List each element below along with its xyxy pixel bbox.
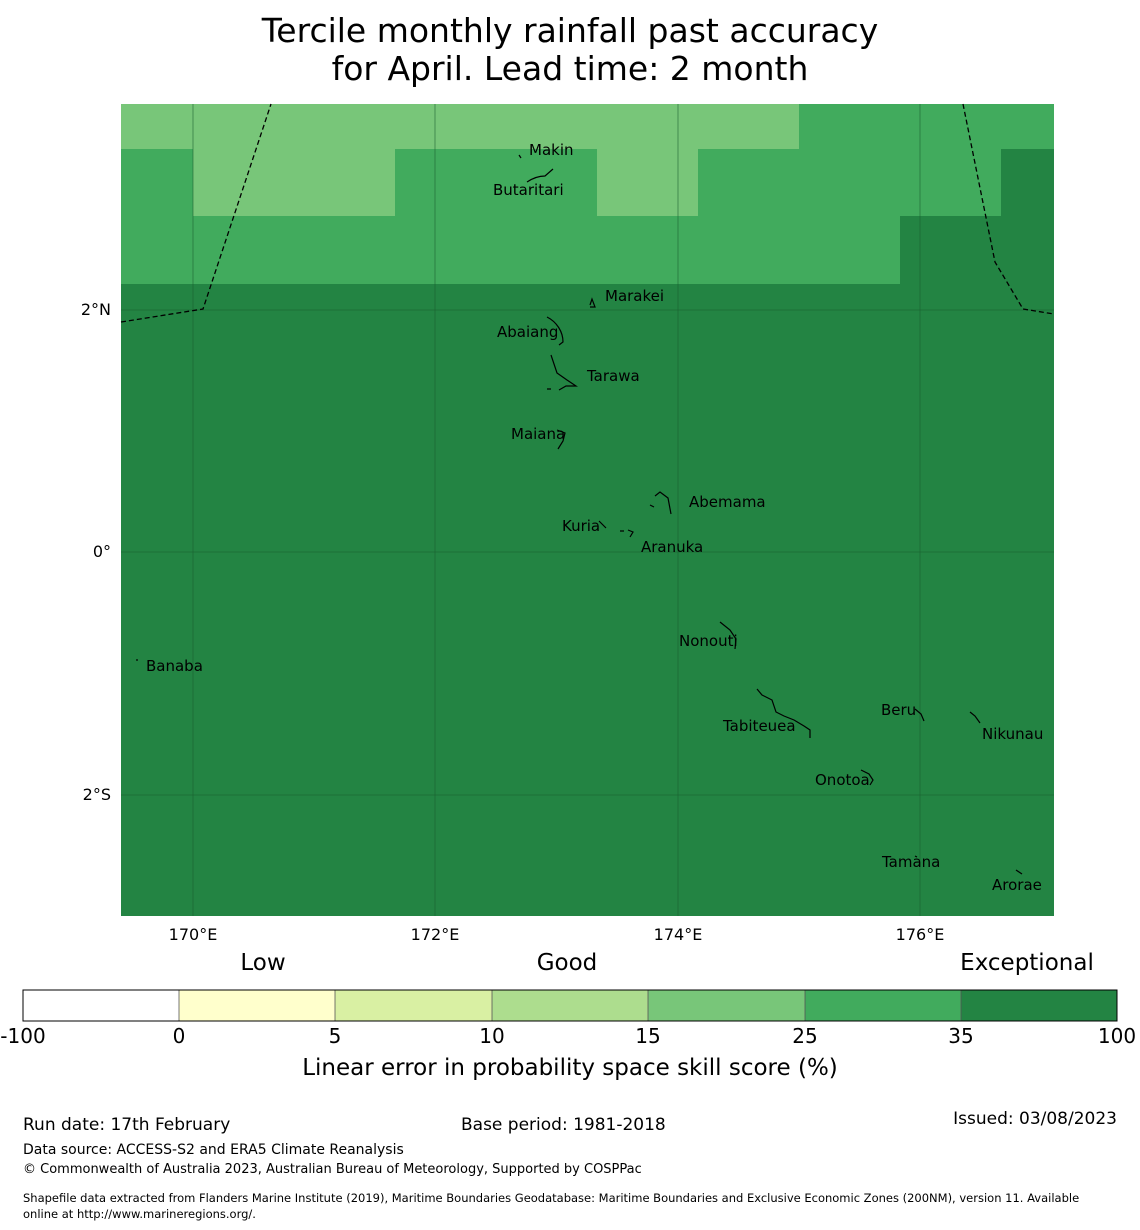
- island-label-nikunau: Nikunau: [982, 725, 1044, 743]
- island-label-maiana: Maiana: [511, 425, 566, 443]
- lon-tick-label-174: 174°E: [653, 925, 703, 944]
- lat-tick-label-2s: 2°S: [82, 785, 111, 804]
- colorbar-segment: [961, 990, 1117, 1021]
- island-label-tarawa: Tarawa: [587, 367, 640, 385]
- island-label-abaiang: Abaiang: [497, 323, 559, 341]
- island-label-onotoa: Onotoa: [815, 771, 870, 789]
- island-beru: [914, 708, 925, 722]
- colorbar-segment: [648, 990, 805, 1021]
- island-label-tabiteuea: Tabiteuea: [723, 717, 796, 735]
- island-tamana: [914, 855, 918, 858]
- shapefile-credit-line2: online at http://www.marineregions.org/.: [23, 1207, 256, 1221]
- island-label-arorae: Arorae: [992, 876, 1042, 894]
- island-marakei: [589, 297, 596, 308]
- lon-tick-label-170: 170°E: [168, 925, 218, 944]
- island-label-nonouti: Nonouti: [679, 632, 738, 650]
- colorbar-tick-label: 25: [792, 1024, 818, 1048]
- colorbar-axis-label: Linear error in probability space skill …: [302, 1055, 838, 1081]
- island-label-aranuka: Aranuka: [641, 538, 704, 556]
- island-aranuka: [627, 529, 634, 538]
- eez-boundary-west: [120, 103, 272, 323]
- island-label-kuria: Kuria: [562, 517, 601, 535]
- island-tarawa: [547, 354, 578, 391]
- colorbar-tick-label: 15: [635, 1024, 661, 1048]
- eez-boundaries: [120, 103, 1055, 323]
- island-label-banaba: Banaba: [146, 657, 203, 675]
- island-outlines: [136, 154, 1023, 875]
- colorbar-segment: [492, 990, 648, 1021]
- eez-boundary-east: [962, 103, 1055, 315]
- graticule: [121, 104, 1054, 916]
- island-label-marakei: Marakei: [605, 287, 665, 305]
- island-butaritari: [526, 168, 554, 183]
- colorbar-tick-label: 0: [172, 1024, 186, 1048]
- map-cell: [121, 104, 799, 149]
- colorbar-tick-label: 35: [948, 1024, 974, 1048]
- colorbar-segment: [335, 990, 492, 1021]
- colorbar-segment: [23, 990, 179, 1021]
- lat-tick-label-2n: 2°N: [80, 300, 111, 319]
- island-abemama: [649, 491, 672, 515]
- issued-date: Issued: 03/08/2023: [953, 1109, 1117, 1129]
- colorbar-category-good: Good: [536, 950, 598, 976]
- colorbar-segment: [179, 990, 335, 1021]
- lon-tick-label-176: 176°E: [895, 925, 945, 944]
- copyright-notice: © Commonwealth of Australia 2023, Austra…: [23, 1162, 642, 1177]
- shapefile-credit-line1: Shapefile data extracted from Flanders M…: [23, 1191, 1080, 1205]
- data-source: Data source: ACCESS-S2 and ERA5 Climate …: [23, 1142, 404, 1158]
- colorbar-segment: [805, 990, 961, 1021]
- island-onotoa: [860, 769, 874, 786]
- island-label-tamana: Tamana: [882, 853, 941, 871]
- map-title-line2: for April. Lead time: 2 month: [331, 49, 809, 88]
- colorbar-tick-label: 100: [1097, 1024, 1137, 1048]
- run-date: Run date: 17th February: [23, 1115, 231, 1135]
- colorbar-category-exceptional: Exceptional: [960, 950, 1094, 976]
- island-maiana: [556, 429, 566, 450]
- base-period: Base period: 1981-2018: [461, 1115, 666, 1135]
- island-kuria: [598, 520, 624, 532]
- map-cell: [597, 149, 698, 216]
- colorbar-tick-label: 5: [328, 1024, 342, 1048]
- colorbar-frame: [22, 989, 1118, 1022]
- colorbar-tick-label: 10: [479, 1024, 505, 1048]
- colorbar-dividers: [178, 990, 962, 1021]
- island-label-butaritari: Butaritari: [493, 181, 564, 199]
- island-label-beru: Beru: [881, 701, 917, 719]
- island-tabiteuea: [756, 688, 811, 738]
- map-cell: [193, 149, 395, 216]
- skill-fill: [121, 104, 1054, 916]
- island-abaiang: [546, 316, 564, 346]
- skill-map: [120, 103, 1055, 916]
- island-label-makin: Makin: [529, 141, 574, 159]
- island-arorae: [1015, 869, 1023, 875]
- lon-tick-label-172: 172°E: [410, 925, 460, 944]
- island-makin: [518, 154, 522, 159]
- map-cell: [1001, 104, 1054, 149]
- lat-tick-label-0: 0°: [92, 542, 111, 561]
- map-cell: [900, 104, 1001, 216]
- map-title-line1: Tercile monthly rainfall past accuracy: [261, 11, 879, 50]
- island-nikunau: [969, 711, 981, 724]
- colorbar-tick-label: -100: [0, 1024, 46, 1048]
- colorbar-category-low: Low: [240, 950, 286, 976]
- island-label-abemama: Abemama: [689, 493, 766, 511]
- island-nonouti: [719, 621, 737, 650]
- colorbar: [22, 989, 1118, 1022]
